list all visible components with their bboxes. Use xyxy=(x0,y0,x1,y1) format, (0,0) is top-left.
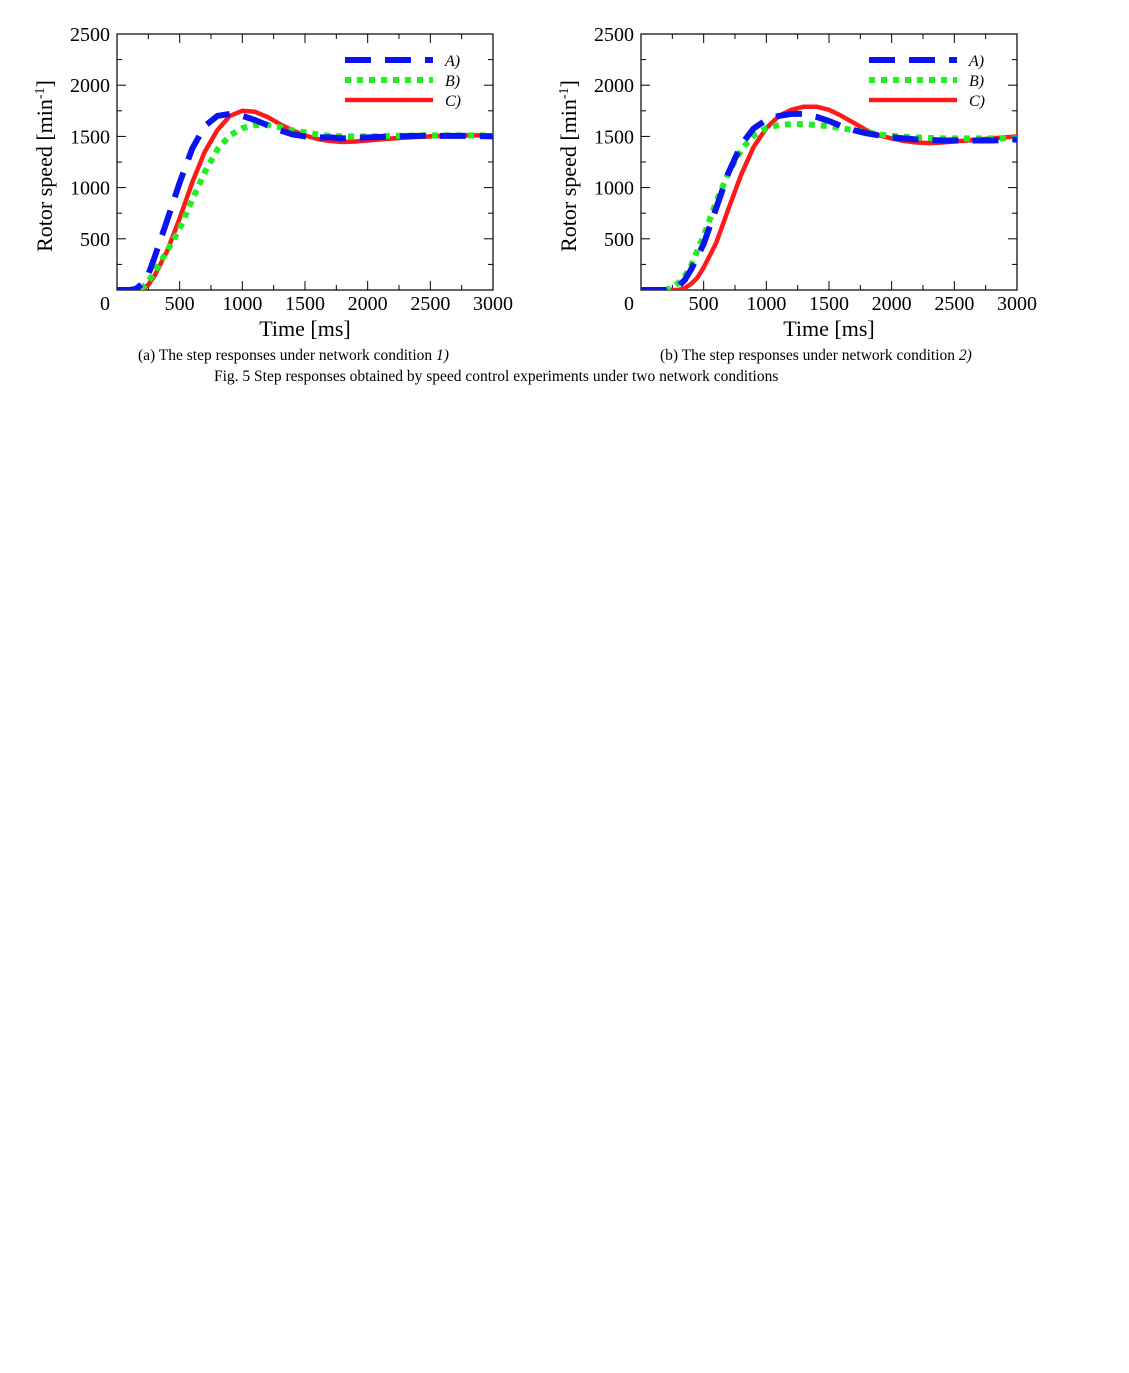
chart-b-legend-C-label: C) xyxy=(969,93,985,110)
chart-b-legend-B-label: B) xyxy=(969,73,984,90)
chart-b-xtick-label: 1500 xyxy=(809,293,849,315)
chart-a-ytick-label: 1000 xyxy=(70,178,110,200)
chart-a-legend-B-label: B) xyxy=(445,73,460,90)
chart-b-ytick-label: 1000 xyxy=(594,178,634,200)
chart-a-ytick-label: 2000 xyxy=(70,75,110,97)
subcaption-a-condition: 1) xyxy=(436,347,449,364)
chart-b: 0 500 1000 1500 2000 2500 3000 500 1000 1500 2000 2… xyxy=(524,0,1048,345)
chart-a-ylabel-main: Rotor speed [min xyxy=(32,99,57,252)
chart-b-ytick-label: 1500 xyxy=(594,126,634,148)
chart-a-series-B-line xyxy=(117,122,493,290)
subcaption-a-text: (a) The step responses under network con… xyxy=(138,347,437,364)
chart-a-ytick-label: 1500 xyxy=(70,126,110,148)
subcaption-a: (a) The step responses under network con… xyxy=(138,347,449,365)
chart-b-xtick-label: 500 xyxy=(689,293,719,315)
subcaption-b-text: (b) The step responses under network con… xyxy=(660,347,959,364)
chart-b-ylabel-end: ] xyxy=(556,80,581,87)
chart-b-ytick-label: 2000 xyxy=(594,75,634,97)
chart-a-xtick-label: 0 xyxy=(100,293,110,315)
chart-a-xlabel: Time [ms] xyxy=(259,316,350,341)
chart-a-legend-A-label: A) xyxy=(444,53,460,70)
figure-caption: Fig. 5 Step responses obtained by speed … xyxy=(214,368,779,385)
chart-b-ylabel: Rotor speed [min-1] xyxy=(556,80,581,252)
chart-b-svg: 0 500 1000 1500 2000 2500 3000 500 1000 1500 2000 2… xyxy=(556,24,1037,341)
chart-b-xtick-label: 0 xyxy=(624,293,634,315)
chart-b-ytick-label: 2500 xyxy=(594,24,634,46)
chart-b-ylabel-sup: -1 xyxy=(557,87,572,99)
chart-a-legend-C-label: C) xyxy=(445,93,461,110)
chart-a-xtick-label: 3000 xyxy=(473,293,513,315)
chart-a-ylabel: Rotor speed [min-1] xyxy=(32,80,57,252)
chart-a-xtick-label: 2500 xyxy=(410,293,450,315)
chart-a-svg: 0 500 1000 1500 2000 2500 3000 500 1000 1500 2000 2… xyxy=(32,24,513,341)
subcaption-b: (b) The step responses under network con… xyxy=(660,347,972,365)
chart-b-xtick-label: 2500 xyxy=(934,293,974,315)
chart-a: 0 500 1000 1500 2000 2500 3000 500 1000 1500 2000 2… xyxy=(0,0,524,345)
chart-a-plot-frame xyxy=(116,33,494,291)
chart-b-xtick-label: 2000 xyxy=(872,293,912,315)
subcaption-b-condition: 2) xyxy=(958,347,972,364)
chart-a-xtick-label: 1500 xyxy=(285,293,325,315)
chart-a-xtick-label: 500 xyxy=(165,293,195,315)
chart-b-series-B-line xyxy=(641,121,1017,290)
chart-a-ylabel-end: ] xyxy=(32,80,57,87)
chart-b-ylabel-main: Rotor speed [min xyxy=(556,99,581,252)
chart-a-xtick-label: 2000 xyxy=(348,293,388,315)
chart-b-xtick-label: 3000 xyxy=(997,293,1037,315)
chart-a-series-A-line xyxy=(117,110,493,290)
chart-b-xlabel: Time [ms] xyxy=(783,316,874,341)
chart-b-series-C-line xyxy=(641,104,1017,290)
chart-b-ytick-label: 500 xyxy=(604,229,634,251)
chart-b-series-A-line xyxy=(641,110,1017,290)
chart-a-ylabel-sup: -1 xyxy=(33,87,48,99)
chart-a-xtick-label: 1000 xyxy=(222,293,262,315)
chart-b-legend-A-label: A) xyxy=(968,53,984,70)
chart-a-ytick-label: 500 xyxy=(80,229,110,251)
chart-a-ytick-label: 2500 xyxy=(70,24,110,46)
chart-b-xtick-label: 1000 xyxy=(746,293,786,315)
